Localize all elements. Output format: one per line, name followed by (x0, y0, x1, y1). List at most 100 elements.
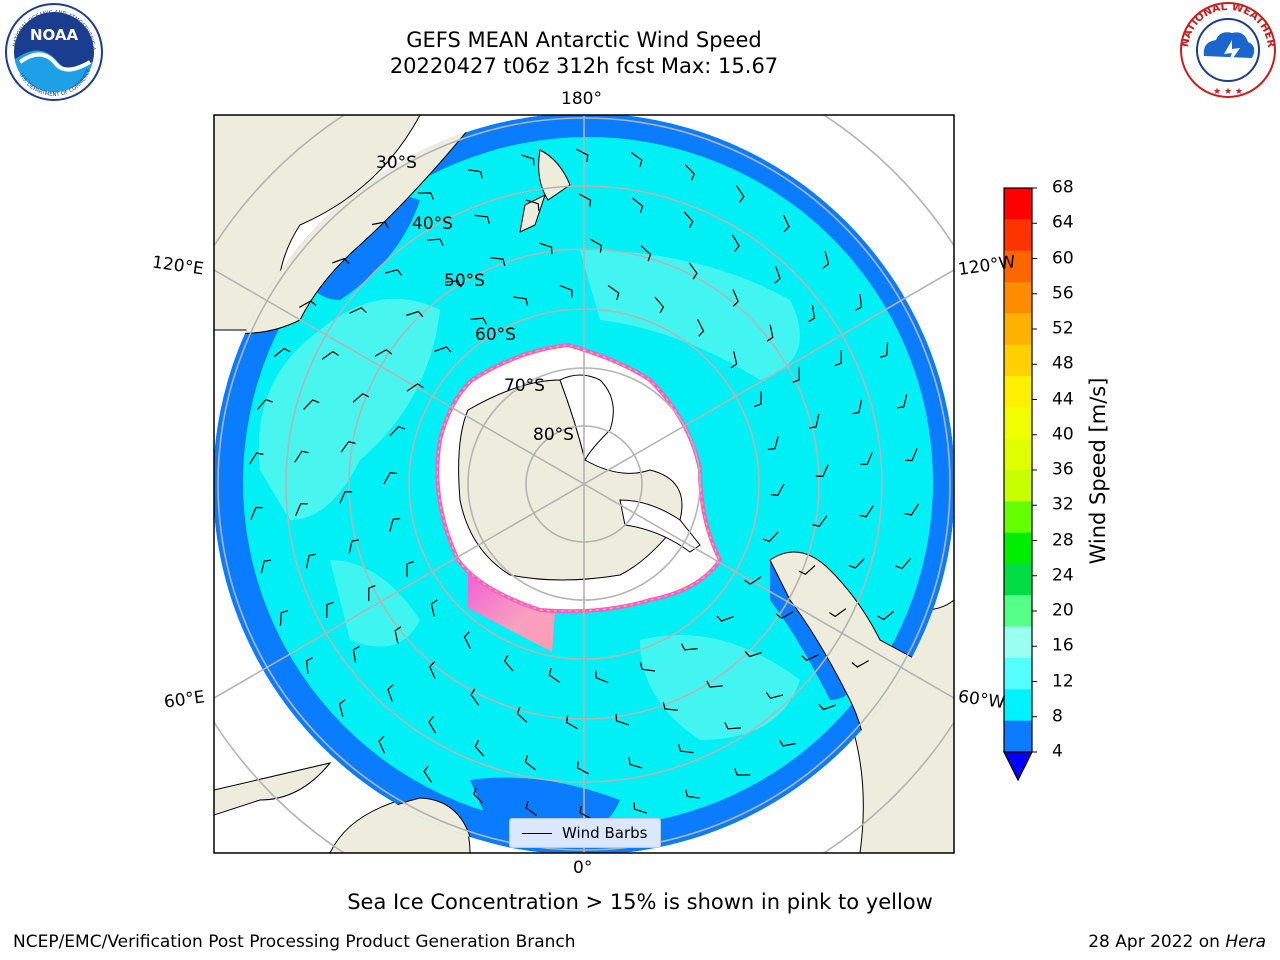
wind-barb (470, 688, 480, 706)
wind-barb (405, 310, 424, 318)
colorbar-segment (1004, 438, 1032, 471)
wind-barb (578, 193, 592, 208)
wind-barb (798, 565, 816, 576)
wind-barb (299, 300, 317, 308)
wind-barb (406, 383, 424, 392)
wind-barb (774, 266, 781, 284)
wind-barb (762, 531, 779, 543)
footer-branch: NCEP/EMC/Verification Post Processing Pr… (13, 932, 576, 952)
wind-barb (467, 169, 483, 179)
wind-barb (250, 506, 263, 520)
lat-label-50s: 50°S (444, 271, 485, 291)
colorbar-tick-label: 48 (1052, 353, 1074, 374)
colorbar-tick-label: 40 (1052, 424, 1074, 445)
colorbar-tick-label: 64 (1052, 212, 1074, 233)
colorbar-segment (1004, 626, 1032, 659)
colorbar-segment (1004, 282, 1032, 314)
colorbar-segment (1004, 344, 1032, 377)
wind-barb (905, 448, 918, 462)
map-frame (213, 114, 955, 854)
wind-barb (879, 342, 889, 358)
map-legend: Wind Barbs (509, 818, 661, 848)
wind-barb (859, 505, 874, 518)
caption: Sea Ice Concentration > 15% is shown in … (347, 890, 933, 914)
wind-barb (295, 503, 308, 516)
wind-barb (744, 576, 762, 585)
wind-barb (632, 197, 644, 213)
svg-text:NOAA: NOAA (30, 26, 79, 44)
wind-barb (428, 716, 437, 734)
wind-barb (767, 435, 779, 451)
colorbar-tick-label: 52 (1052, 318, 1074, 339)
wind-barb (792, 366, 800, 383)
colorbar-extend-arrow (1003, 751, 1033, 782)
colorbar-segment (1004, 470, 1032, 502)
wind-barb (815, 464, 829, 478)
wind-barb (607, 285, 620, 300)
colorbar-segment (1004, 376, 1032, 408)
wind-barb (332, 257, 350, 265)
wind-barb (730, 351, 738, 369)
wind-barb (579, 805, 593, 820)
wind-barb (904, 503, 919, 516)
colorbar-tick-label: 4 (1052, 741, 1063, 762)
wind-barb (559, 284, 573, 298)
wind-barb (736, 185, 745, 203)
lat-label-40s: 40°S (412, 214, 453, 234)
colorbar-segment (1004, 689, 1032, 722)
wind-barbs (249, 148, 919, 820)
colorbar-tick-label: 44 (1052, 389, 1074, 409)
footer-date: 28 Apr 2022 on Hera (1088, 932, 1266, 952)
colorbar-segment (1004, 313, 1032, 346)
wind-barb (575, 148, 589, 163)
wind-barb (706, 680, 724, 688)
wind-barb (525, 199, 540, 211)
wind-barb (812, 515, 828, 527)
footer-machine: Hera (1225, 932, 1266, 952)
lat-label-70s: 70°S (504, 376, 545, 396)
wind-barb (731, 234, 740, 252)
wind-barb (640, 245, 652, 262)
wind-barb (489, 257, 506, 267)
wind-barb (423, 765, 432, 783)
colorbar-segment (1004, 407, 1032, 440)
wind-barb (378, 735, 386, 754)
wind-barb (615, 713, 630, 726)
wind-barb (417, 192, 434, 200)
wind-barb (809, 414, 820, 429)
wind-barb (732, 289, 739, 307)
wind-barb (688, 262, 698, 280)
wind-barb (279, 610, 289, 626)
legend-line-swatch (522, 832, 552, 834)
wind-barb (525, 800, 537, 817)
wind-barb (678, 744, 694, 754)
svg-text:★ ★ ★: ★ ★ ★ (1213, 87, 1243, 97)
wind-barb (765, 692, 784, 699)
colorbar-segment (1004, 564, 1032, 596)
colorbar-tick-label: 56 (1052, 283, 1074, 304)
wind-barb (766, 324, 774, 342)
wind-barb (463, 631, 471, 649)
legend-label: Wind Barbs (562, 824, 648, 842)
colorbar-segment (1004, 658, 1032, 690)
wind-barb (680, 643, 698, 651)
wind-barb (860, 452, 873, 465)
wind-barb (429, 661, 436, 679)
wind-barb (724, 722, 741, 730)
chart-subtitle: 20220427 t06z 312h fcst Max: 15.67 (389, 54, 779, 78)
colorbar-tick-label: 68 (1052, 177, 1074, 198)
chart-title: GEFS MEAN Antarctic Wind Speed (406, 28, 762, 52)
wind-barb (474, 739, 485, 757)
wind-barb (801, 654, 819, 662)
colorbar-tick-label: 16 (1052, 635, 1074, 656)
wind-barb (394, 626, 402, 644)
wind-barb (896, 394, 908, 409)
wind-barb (782, 214, 790, 233)
wind-barb (273, 347, 291, 358)
colorbar-tick-label: 36 (1052, 459, 1074, 480)
wind-barb (389, 517, 401, 533)
wind-barb (716, 615, 734, 622)
wind-barb (684, 164, 696, 181)
wind-barb (834, 350, 842, 367)
colorbar-tick-label: 8 (1052, 706, 1063, 727)
